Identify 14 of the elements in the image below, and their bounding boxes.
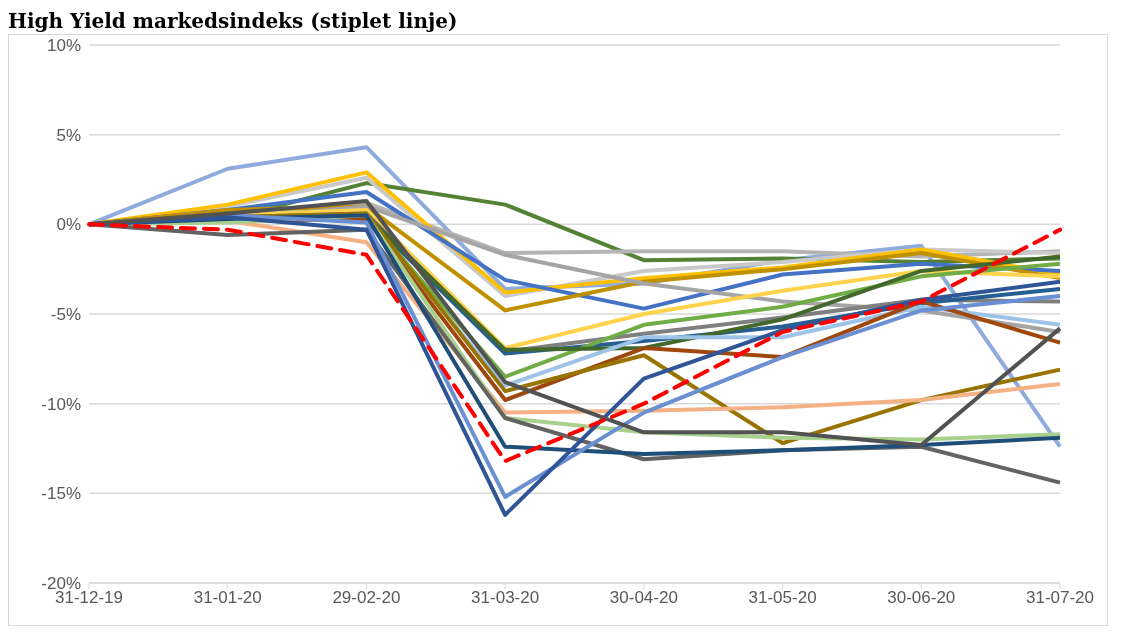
x-tick-label: 31-07-20 [1025,588,1095,608]
chart-title: High Yield markedsindeks (stiplet linje) [8,8,459,34]
x-tick-label: 31-03-20 [471,588,540,608]
x-tick-label: 30-04-20 [609,588,678,608]
x-tick-label: 31-01-20 [193,588,262,608]
y-tick-label: -5% [50,305,81,325]
x-tick-label: 30-06-20 [887,588,956,608]
y-tick-label: 5% [56,125,81,145]
y-tick-label: 0% [56,215,81,235]
y-tick-label: -10% [41,394,81,414]
y-tick-label: -15% [41,484,81,504]
y-tick-label: 10% [46,36,81,56]
x-tick-label: 29-02-20 [332,588,401,608]
x-tick-label: 31-05-20 [748,588,817,608]
